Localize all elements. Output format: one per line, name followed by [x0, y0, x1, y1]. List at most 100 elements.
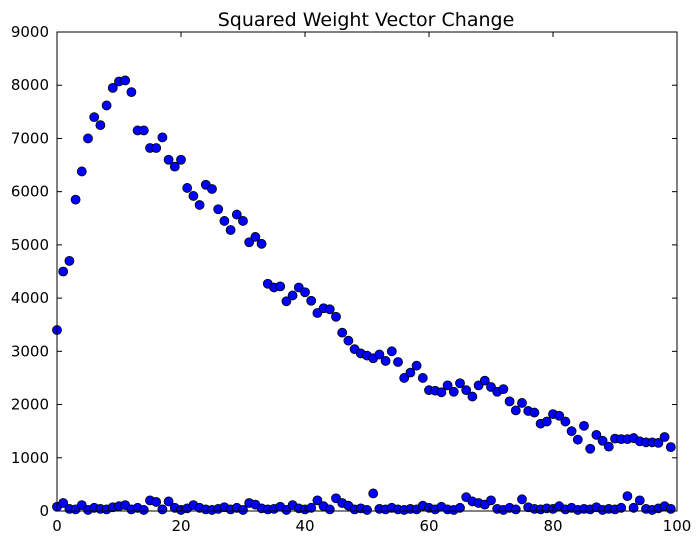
- data-point: [362, 505, 372, 515]
- data-point: [151, 497, 162, 507]
- data-point: [157, 504, 168, 515]
- data-point: [579, 420, 589, 431]
- data-point: [386, 346, 397, 357]
- data-point: [436, 387, 447, 398]
- y-tick-label: 5000: [11, 236, 49, 254]
- data-point: [448, 386, 459, 397]
- data-point: [554, 410, 565, 421]
- y-tick-label: 4000: [11, 289, 49, 307]
- data-point: [138, 505, 149, 515]
- data-point: [101, 100, 112, 111]
- data-point: [486, 495, 496, 506]
- data-point: [238, 505, 248, 515]
- y-tick-label: 1000: [11, 449, 49, 467]
- data-point: [238, 216, 248, 226]
- data-point: [634, 495, 645, 506]
- data-point: [188, 191, 199, 201]
- data-point: [479, 375, 490, 386]
- data-point: [393, 357, 403, 367]
- data-point: [107, 82, 118, 93]
- data-point: [213, 204, 224, 215]
- data-point: [405, 367, 416, 378]
- data-point: [572, 434, 583, 445]
- data-point: [287, 290, 298, 301]
- ticks-layer: 0 20 40 60 80 1000100020003000400050006000700…: [11, 23, 692, 535]
- data-point: [83, 133, 93, 144]
- data-point: [225, 225, 236, 235]
- data-point: [597, 435, 608, 446]
- data-point: [157, 132, 168, 143]
- points-layer: [52, 75, 676, 515]
- data-point: [331, 311, 341, 322]
- data-point: [176, 154, 186, 165]
- x-tick-label: 80: [543, 517, 562, 535]
- data-point: [312, 495, 323, 506]
- data-point: [399, 373, 410, 383]
- y-tick-label: 6000: [11, 183, 49, 201]
- y-tick-label: 8000: [11, 76, 49, 94]
- data-point: [138, 125, 149, 136]
- data-point: [659, 432, 670, 442]
- data-point: [368, 488, 379, 499]
- data-point: [163, 154, 174, 165]
- data-point: [337, 327, 348, 338]
- data-point: [541, 416, 552, 427]
- plot-frame: [56, 31, 678, 512]
- data-point: [58, 498, 69, 508]
- data-point: [665, 442, 676, 453]
- data-point: [517, 494, 527, 505]
- data-point: [455, 378, 465, 389]
- data-point: [566, 426, 577, 437]
- data-point: [64, 255, 75, 266]
- data-point: [151, 143, 162, 153]
- data-point: [256, 238, 267, 249]
- data-point: [324, 304, 335, 315]
- data-point: [628, 502, 639, 513]
- y-tick-label: 9000: [11, 23, 49, 41]
- data-point: [169, 161, 180, 172]
- data-point: [306, 502, 317, 513]
- data-point: [194, 200, 205, 210]
- x-tick-label: 40: [295, 517, 314, 535]
- data-point: [603, 441, 614, 452]
- data-point: [665, 503, 676, 514]
- y-tick-label: 3000: [11, 342, 49, 360]
- data-point: [250, 232, 261, 242]
- data-point: [560, 416, 571, 427]
- data-point: [622, 491, 633, 501]
- data-point: [89, 112, 100, 123]
- data-point: [126, 87, 137, 98]
- data-point: [517, 398, 527, 408]
- data-point: [275, 281, 286, 292]
- data-point: [510, 405, 521, 416]
- data-point: [653, 437, 664, 448]
- data-point: [95, 120, 106, 131]
- data-point: [411, 360, 422, 371]
- data-point: [182, 183, 193, 193]
- x-tick-label: 20: [171, 517, 190, 535]
- data-point: [120, 75, 131, 86]
- data-point: [417, 373, 428, 383]
- x-tick-label: 60: [419, 517, 438, 535]
- data-point: [616, 502, 627, 513]
- data-point: [58, 266, 69, 277]
- data-point: [219, 216, 230, 226]
- data-point: [70, 194, 81, 205]
- data-point: [300, 287, 310, 298]
- x-tick-label: 0: [52, 517, 62, 535]
- y-tick-label: 0: [39, 502, 49, 520]
- data-point: [207, 184, 217, 194]
- data-point: [244, 237, 255, 248]
- data-point: [529, 407, 540, 418]
- data-point: [467, 391, 478, 402]
- data-point: [343, 335, 354, 346]
- data-point: [510, 504, 521, 515]
- data-point: [591, 429, 602, 440]
- data-point: [585, 443, 596, 454]
- data-point: [374, 349, 385, 360]
- data-point: [76, 166, 87, 177]
- data-point: [163, 496, 174, 507]
- data-point: [461, 385, 472, 396]
- data-point: [306, 295, 317, 306]
- data-point: [504, 396, 515, 407]
